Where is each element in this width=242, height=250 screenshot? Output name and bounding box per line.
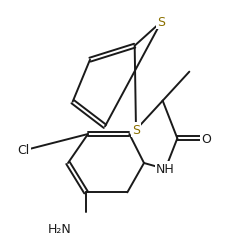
Text: Cl: Cl [17,143,29,156]
Text: S: S [132,124,140,136]
Text: O: O [201,132,211,145]
Text: NH: NH [156,163,175,176]
Text: H₂N: H₂N [48,222,72,235]
Text: S: S [157,16,165,29]
